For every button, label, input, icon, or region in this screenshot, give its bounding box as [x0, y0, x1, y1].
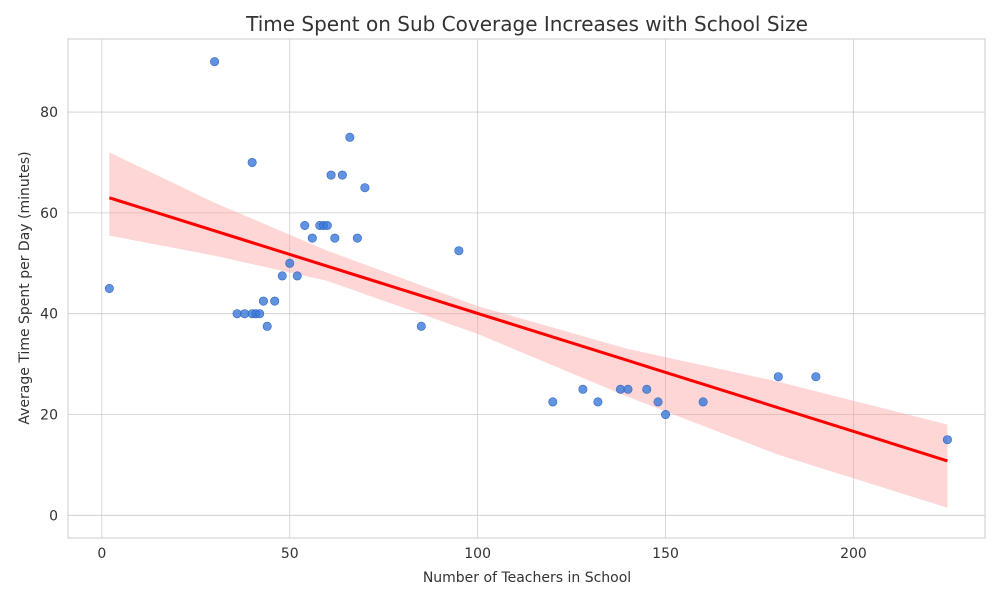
data-point [773, 372, 783, 382]
data-point [270, 296, 280, 306]
data-point [578, 384, 588, 394]
data-point [416, 321, 426, 331]
data-point [258, 296, 268, 306]
x-tick-label: 150 [652, 546, 679, 562]
data-point [300, 220, 310, 230]
data-point [337, 170, 347, 180]
regression-layer [108, 196, 948, 463]
data-point [232, 309, 242, 319]
x-tick-label: 100 [464, 546, 491, 562]
data-point [811, 372, 821, 382]
y-tick-label: 20 [40, 408, 58, 424]
plot-frame [67, 38, 986, 539]
data-point [322, 220, 332, 230]
data-point [104, 283, 114, 293]
grid [68, 39, 985, 538]
data-point [942, 435, 952, 445]
data-point [210, 57, 220, 67]
data-point [360, 183, 370, 193]
data-point [247, 157, 257, 167]
data-point [698, 397, 708, 407]
data-point [653, 397, 663, 407]
tick-labels: 0 50 100 150 200 0 20 40 60 80 [40, 105, 867, 562]
data-point [330, 233, 340, 243]
data-point [593, 397, 603, 407]
data-point [548, 397, 558, 407]
data-point [352, 233, 362, 243]
data-point [454, 246, 464, 256]
x-axis-label: Number of Teachers in School [423, 570, 631, 586]
y-tick-label: 0 [49, 508, 58, 524]
data-point [240, 309, 250, 319]
data-point [292, 271, 302, 281]
data-point [345, 132, 355, 142]
data-point [326, 170, 336, 180]
x-tick-label: 0 [97, 546, 106, 562]
data-point [262, 321, 272, 331]
regression-line [108, 196, 948, 463]
x-tick-label: 200 [840, 546, 867, 562]
x-tick-label: 50 [281, 546, 299, 562]
data-point [255, 309, 265, 319]
data-point [661, 410, 671, 420]
data-point [623, 384, 633, 394]
data-point [615, 384, 625, 394]
chart-title: Time Spent on Sub Coverage Increases wit… [245, 12, 808, 36]
y-tick-label: 40 [40, 307, 58, 323]
data-point [285, 258, 295, 268]
y-tick-label: 60 [40, 206, 58, 222]
points-layer [104, 57, 952, 445]
y-axis-label: Average Time Spent per Day (minutes) [17, 151, 33, 424]
data-point [642, 384, 652, 394]
data-point [277, 271, 287, 281]
y-tick-label: 80 [40, 105, 58, 121]
data-point [307, 233, 317, 243]
